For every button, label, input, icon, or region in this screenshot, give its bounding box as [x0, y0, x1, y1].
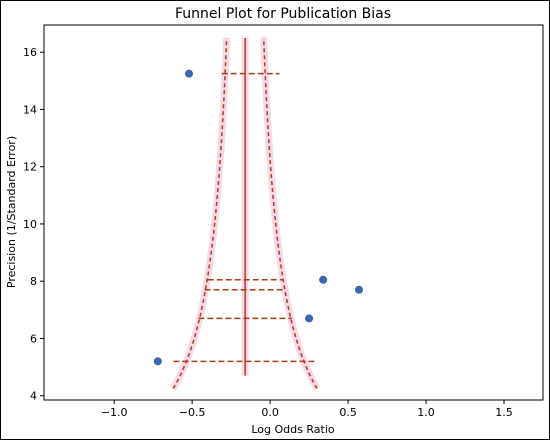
y-tick-label: 12 — [23, 161, 37, 174]
x-axis-label: Log Odds Ratio — [251, 423, 335, 436]
x-tick-label: 1.5 — [495, 406, 513, 419]
funnel-left-boundary — [172, 37, 228, 389]
chart-title: Funnel Plot for Publication Bias — [175, 6, 391, 22]
x-tick-label: −0.5 — [179, 406, 206, 419]
plot-area — [43, 24, 544, 401]
points-layer — [153, 69, 363, 366]
y-tick-label: 8 — [30, 275, 37, 288]
study-point-2 — [319, 275, 328, 284]
study-point-1 — [185, 69, 194, 78]
y-axis-label: Precision (1/Standard Error) — [5, 136, 18, 288]
y-tick-label: 4 — [30, 390, 37, 403]
study-point-4 — [305, 314, 314, 323]
y-tick-label: 14 — [23, 103, 37, 116]
y-tick-label: 16 — [23, 46, 37, 59]
ci-layer — [173, 72, 316, 363]
x-tick-label: −1.0 — [101, 406, 128, 419]
x-tick-label: 0.0 — [261, 406, 279, 419]
x-axis-ticks: −1.0 −0.5 0.0 0.5 1.0 1.5 — [101, 400, 513, 419]
funnel-layer — [172, 37, 318, 389]
study-point-3 — [354, 285, 363, 294]
funnel-right-boundary — [262, 37, 318, 389]
x-tick-label: 1.0 — [417, 406, 435, 419]
y-tick-label: 6 — [30, 332, 37, 345]
y-tick-label: 10 — [23, 218, 37, 231]
x-tick-label: 0.5 — [339, 406, 357, 419]
y-axis-ticks: 4 6 8 10 12 14 16 — [23, 46, 44, 403]
study-point-5 — [153, 357, 162, 366]
